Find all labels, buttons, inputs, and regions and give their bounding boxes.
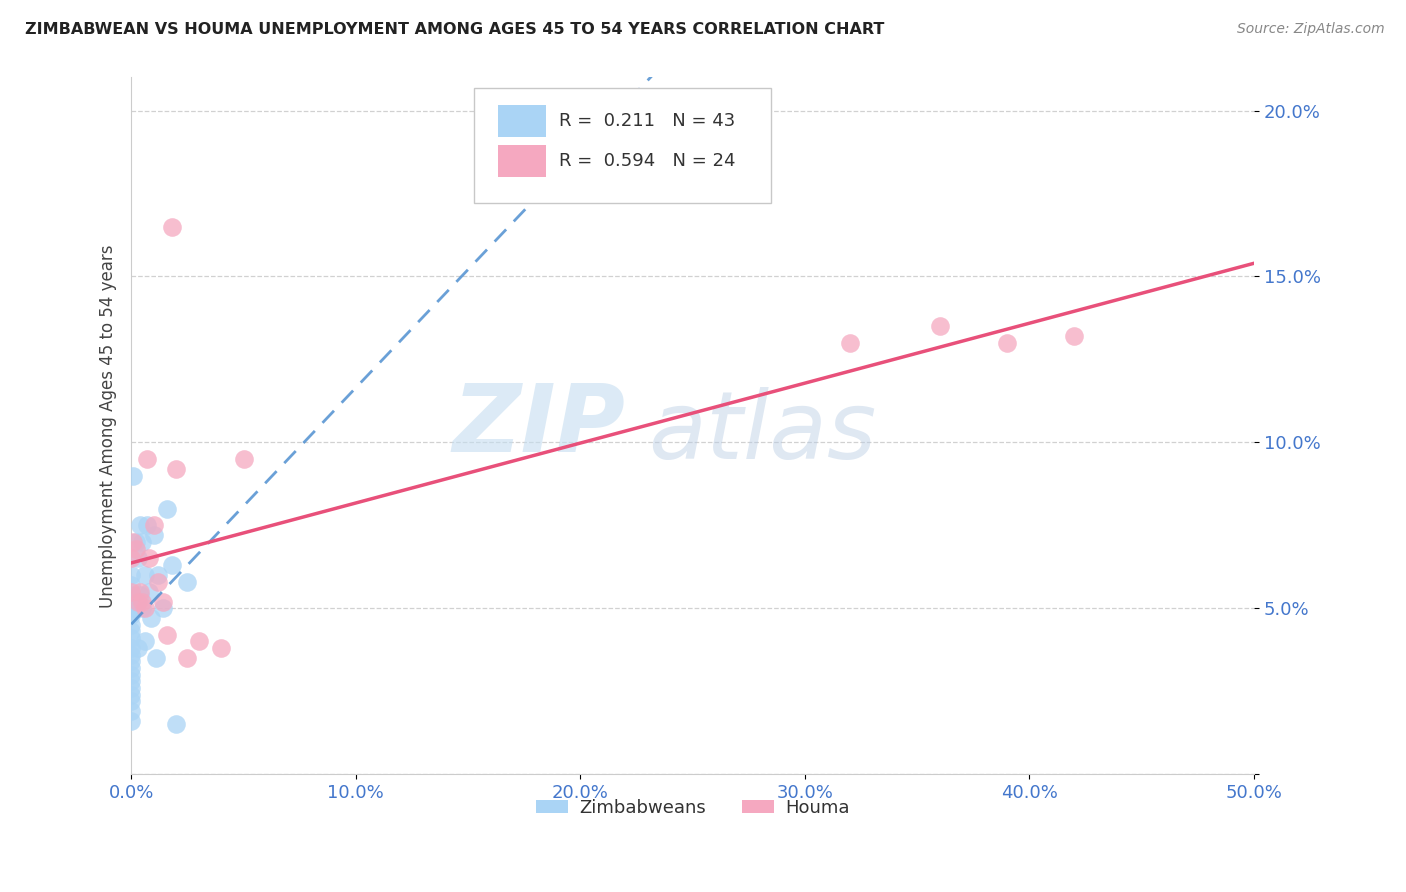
Point	[120, 661, 142, 675]
Point	[138, 551, 160, 566]
Legend: Zimbabweans, Houma: Zimbabweans, Houma	[529, 792, 856, 824]
Point	[122, 535, 145, 549]
Y-axis label: Unemployment Among Ages 45 to 54 years: Unemployment Among Ages 45 to 54 years	[100, 244, 117, 607]
FancyBboxPatch shape	[498, 145, 546, 178]
Point	[138, 584, 160, 599]
Point	[122, 594, 145, 608]
Point	[120, 584, 142, 599]
Point	[232, 452, 254, 467]
Point	[120, 674, 142, 689]
Point	[156, 628, 179, 642]
Point	[120, 688, 142, 702]
Point	[134, 568, 156, 582]
Point	[127, 551, 149, 566]
Point	[928, 319, 950, 334]
Point	[120, 694, 142, 708]
Point	[148, 568, 170, 582]
Point	[120, 594, 142, 608]
Point	[141, 611, 163, 625]
Point	[136, 452, 159, 467]
Point	[120, 617, 142, 632]
Point	[838, 335, 860, 350]
Point	[131, 601, 153, 615]
Point	[120, 607, 142, 622]
Point	[1063, 329, 1085, 343]
Point	[120, 714, 142, 728]
Point	[136, 518, 159, 533]
Point	[120, 578, 142, 592]
Point	[129, 584, 152, 599]
Point	[120, 624, 142, 639]
FancyBboxPatch shape	[498, 105, 546, 137]
Point	[176, 651, 198, 665]
Point	[142, 528, 165, 542]
Point	[176, 574, 198, 589]
Point	[152, 601, 174, 615]
Point	[120, 704, 142, 718]
Point	[129, 518, 152, 533]
Point	[122, 468, 145, 483]
Point	[995, 335, 1018, 350]
Text: ZIP: ZIP	[453, 380, 626, 472]
Point	[125, 601, 148, 615]
Point	[120, 654, 142, 668]
Point	[160, 558, 183, 573]
Point	[148, 574, 170, 589]
Point	[156, 501, 179, 516]
Point	[120, 648, 142, 662]
Point	[120, 667, 142, 681]
Point	[165, 717, 187, 731]
Point	[120, 568, 142, 582]
Point	[152, 594, 174, 608]
Point	[127, 594, 149, 608]
Point	[145, 651, 167, 665]
Text: R =  0.594   N = 24: R = 0.594 N = 24	[560, 152, 735, 170]
Point	[120, 551, 142, 566]
Point	[120, 641, 142, 656]
Point	[134, 634, 156, 648]
Point	[120, 601, 142, 615]
Point	[131, 594, 153, 608]
Text: ZIMBABWEAN VS HOUMA UNEMPLOYMENT AMONG AGES 45 TO 54 YEARS CORRELATION CHART: ZIMBABWEAN VS HOUMA UNEMPLOYMENT AMONG A…	[25, 22, 884, 37]
Point	[134, 601, 156, 615]
Point	[187, 634, 209, 648]
Point	[142, 518, 165, 533]
Text: R =  0.211   N = 43: R = 0.211 N = 43	[560, 112, 735, 130]
Point	[120, 681, 142, 695]
Point	[131, 535, 153, 549]
Point	[120, 588, 142, 602]
Point	[129, 588, 152, 602]
Point	[209, 641, 232, 656]
Text: Source: ZipAtlas.com: Source: ZipAtlas.com	[1237, 22, 1385, 37]
FancyBboxPatch shape	[474, 88, 772, 202]
Point	[125, 535, 148, 549]
Point	[125, 541, 148, 556]
Point	[165, 462, 187, 476]
Text: atlas: atlas	[648, 387, 876, 478]
Point	[160, 219, 183, 234]
Point	[127, 641, 149, 656]
Point	[120, 631, 142, 645]
